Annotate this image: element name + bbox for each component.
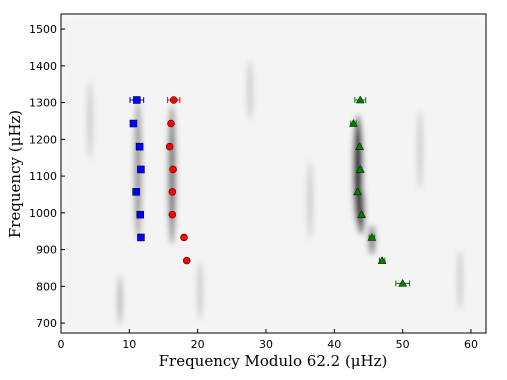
triangle-marker	[353, 187, 362, 196]
triangle-marker	[377, 256, 387, 264]
square-marker	[137, 165, 145, 174]
triangle-marker	[398, 278, 408, 287]
circle-marker	[167, 119, 175, 128]
plot-frame	[60, 13, 487, 334]
square-marker	[135, 142, 144, 151]
square-marker	[129, 119, 138, 128]
triangle-marker	[355, 95, 365, 104]
circle-marker	[168, 210, 177, 219]
square-marker	[132, 188, 140, 196]
y-axis-label: Frequency (μHz)	[6, 110, 24, 238]
x-tick-label: 60	[464, 338, 478, 351]
circle-marker	[180, 233, 188, 242]
y-tick-label: 1400	[29, 60, 57, 73]
square-marker	[133, 96, 141, 104]
triangle-marker	[357, 210, 367, 218]
y-tick-label: 1100	[29, 170, 57, 183]
x-tick-label: 30	[259, 338, 273, 351]
x-tick-label: 20	[191, 338, 205, 351]
y-tick-label: 1000	[29, 207, 57, 220]
x-tick-label: 40	[327, 338, 341, 351]
x-tick-label: 0	[58, 338, 65, 351]
y-tick-label: 700	[36, 317, 57, 330]
y-tick-label: 1500	[29, 23, 57, 36]
x-axis-label: Frequency Modulo 62.2 (μHz)	[159, 352, 388, 370]
x-tick-label: 10	[122, 338, 136, 351]
y-tick-label: 1300	[29, 97, 57, 110]
y-tick-label: 800	[36, 280, 57, 293]
power-background	[61, 14, 486, 333]
circle-marker	[168, 188, 177, 196]
triangle-marker	[349, 119, 358, 127]
circle-marker	[182, 256, 191, 265]
circle-marker	[169, 96, 178, 104]
y-tick-label: 1200	[29, 133, 57, 146]
circle-marker	[169, 165, 177, 174]
triangle-marker	[355, 142, 365, 150]
y-tick-label: 900	[36, 244, 57, 257]
triangle-marker	[355, 164, 365, 173]
square-marker	[137, 233, 145, 242]
circle-marker	[165, 142, 174, 151]
triangle-marker	[367, 232, 377, 241]
square-marker	[136, 210, 145, 219]
x-tick-label: 50	[396, 338, 410, 351]
